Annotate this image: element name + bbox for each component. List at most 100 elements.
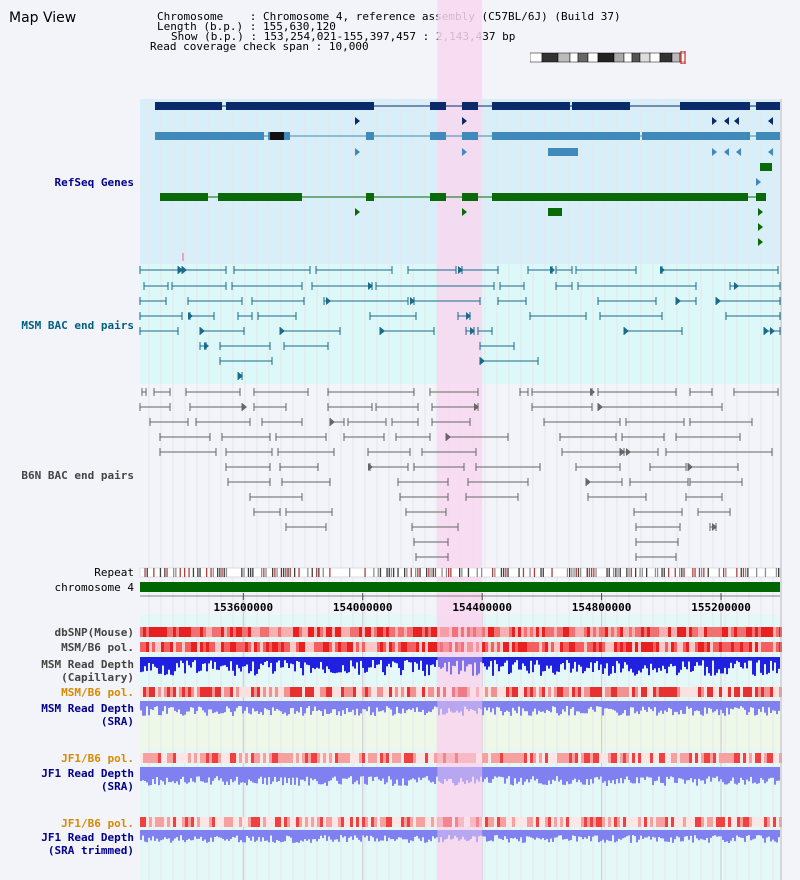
- msm-pol2-strip: [188, 687, 191, 697]
- jf1-trim-depth-bar: [580, 830, 582, 837]
- msm-pol2-strip: [422, 687, 425, 697]
- jf1-pol2-strip: [329, 817, 332, 827]
- msm-sra-depth-bar: [606, 701, 608, 709]
- jf1-pol2-strip: [377, 817, 380, 827]
- repeat-element: [217, 568, 219, 577]
- msm-capillary-depth-bar: [620, 657, 622, 673]
- msm-sra-depth-bar: [264, 701, 266, 709]
- msm-pol2-strip: [608, 687, 611, 697]
- jf1-pol-strip: [320, 753, 323, 763]
- jf1-sra-depth-bar: [556, 767, 558, 777]
- msm-pol-strip: [188, 642, 191, 652]
- msm-pol-strip: [620, 642, 623, 652]
- b6n-bac-arrow: [446, 433, 451, 441]
- msm-pol-strip: [665, 642, 668, 652]
- msm-capillary-depth-bar: [574, 657, 576, 662]
- msm-sra-depth-bar: [316, 701, 318, 711]
- jf1-pol2-strip: [695, 817, 698, 827]
- msm-capillary-depth-bar: [494, 657, 496, 661]
- jf1-trim-depth-bar: [196, 830, 198, 839]
- msm-bac-arrow: [410, 297, 415, 305]
- msm-sra-depth-bar: [714, 701, 716, 712]
- track-label-jf1-b6-pol-2[interactable]: JF1/B6 pol.: [61, 817, 134, 830]
- jf1-pol-strip: [491, 753, 494, 763]
- track-label-msm-b6-pol-2[interactable]: MSM/B6 pol.: [61, 686, 134, 699]
- jf1-pol2-strip: [383, 817, 386, 827]
- jf1-pol2-strip: [482, 817, 485, 827]
- jf1-trim-depth-bar: [568, 830, 570, 841]
- jf1-pol2-strip: [713, 817, 716, 827]
- dbsnp-strip: [488, 627, 491, 637]
- jf1-pol-strip: [548, 753, 551, 763]
- msm-capillary-depth-bar: [450, 657, 452, 675]
- msm-sra-depth-bar: [218, 701, 220, 714]
- msm-capillary-depth-bar: [250, 657, 252, 672]
- jf1-trim-depth-bar: [524, 830, 526, 843]
- jf1-pol-strip: [191, 753, 194, 763]
- track-label-dbsnp[interactable]: dbSNP(Mouse): [54, 626, 134, 639]
- jf1-pol-strip: [167, 753, 170, 763]
- dbsnp-strip: [455, 627, 458, 637]
- track-label-repeat[interactable]: Repeat: [94, 566, 134, 579]
- track-label-b6n-bac[interactable]: B6N BAC end pairs: [21, 469, 134, 482]
- chromosome-ideogram[interactable]: [530, 51, 690, 64]
- jf1-trim-depth-bar: [520, 830, 522, 838]
- jf1-sra-depth-bar: [732, 767, 734, 778]
- jf1-pol-strip: [638, 753, 641, 763]
- msm-capillary-depth-bar: [278, 657, 280, 661]
- msm-sra-depth-bar: [524, 701, 526, 712]
- msm-capillary-depth-bar: [466, 657, 468, 667]
- jf1-pol2-strip: [506, 817, 509, 827]
- msm-capillary-depth-bar: [670, 657, 672, 664]
- repeat-element: [698, 568, 701, 577]
- msm-bac-arrow: [458, 266, 463, 274]
- track-label-msm-b6-pol-1[interactable]: MSM/B6 pol.: [61, 641, 134, 654]
- track-label-msm-depth-sra-1[interactable]: MSM Read Depth: [41, 702, 134, 715]
- msm-pol-strip: [707, 642, 710, 652]
- msm-pol2-strip: [752, 687, 755, 697]
- msm-pol-strip: [374, 642, 377, 652]
- jf1-pol2-strip: [215, 817, 218, 827]
- jf1-sra-depth-bar: [200, 767, 202, 782]
- jf1-trim-depth-bar: [212, 830, 214, 842]
- jf1-pol-strip: [362, 753, 365, 763]
- dbsnp-strip: [440, 627, 443, 637]
- track-label-refseq-genes[interactable]: RefSeq Genes: [54, 176, 134, 189]
- jf1-trim-depth-bar: [286, 830, 288, 836]
- dbsnp-strip: [269, 627, 272, 637]
- msm-pol-strip: [716, 642, 719, 652]
- msm-capillary-depth-bar: [410, 657, 412, 663]
- jf1-pol2-strip: [518, 817, 521, 827]
- msm-pol-strip: [209, 642, 212, 652]
- msm-bac-arrow: [624, 327, 629, 335]
- msm-capillary-depth-bar: [332, 657, 334, 673]
- msm-pol2-strip: [470, 687, 473, 697]
- msm-pol2-strip: [584, 687, 587, 697]
- track-label-jf1-b6-pol-1[interactable]: JF1/B6 pol.: [61, 752, 134, 765]
- msm-sra-depth-bar: [766, 701, 768, 716]
- msm-pol2-strip: [593, 687, 596, 697]
- dbsnp-strip: [239, 627, 242, 637]
- msm-sra-depth-bar: [722, 701, 724, 714]
- gene-exon: [548, 208, 562, 216]
- track-label-jf1-depth-1[interactable]: JF1 Read Depth: [41, 767, 134, 780]
- dbsnp-strip: [347, 627, 350, 637]
- dbsnp-strip: [191, 627, 194, 637]
- jf1-sra-depth-bar: [386, 767, 388, 783]
- msm-capillary-depth-bar: [726, 657, 728, 675]
- jf1-pol-strip: [347, 753, 350, 763]
- msm-bac-arrow: [716, 297, 721, 305]
- msm-sra-depth-bar: [340, 701, 342, 716]
- msm-capillary-depth-bar: [482, 657, 484, 664]
- msm-pol2-strip: [521, 687, 524, 697]
- msm-pol-strip: [257, 642, 260, 652]
- track-label-msm-depth-cap-1[interactable]: MSM Read Depth: [41, 658, 134, 671]
- jf1-pol2-strip: [500, 817, 503, 827]
- gene-exon: [548, 148, 578, 156]
- msm-capillary-depth-bar: [554, 657, 556, 675]
- jf1-pol2-strip: [290, 817, 293, 827]
- track-label-msm-bac[interactable]: MSM BAC end pairs: [21, 319, 134, 332]
- jf1-sra-depth-bar: [634, 767, 636, 784]
- track-label-jf1-trim-1[interactable]: JF1 Read Depth: [41, 831, 134, 844]
